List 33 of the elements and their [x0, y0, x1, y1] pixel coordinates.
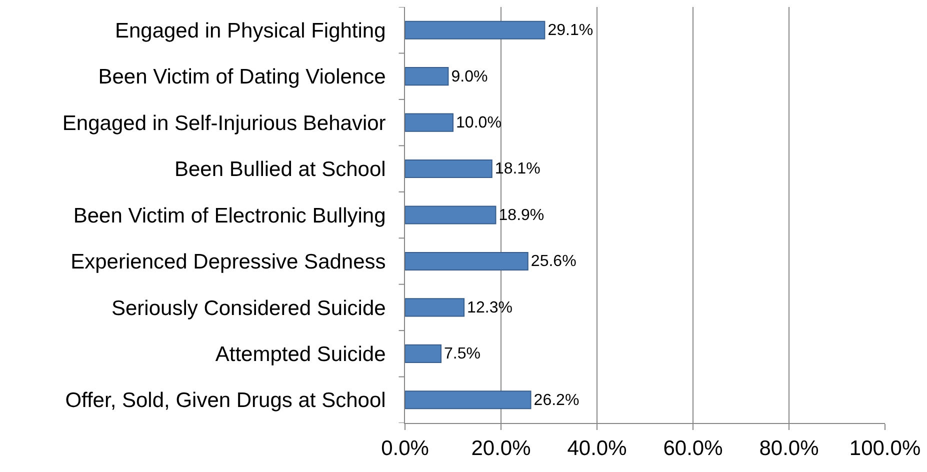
- data-label: 12.3%: [467, 298, 513, 316]
- x-tick-label: 60.0%: [663, 437, 723, 460]
- data-label: 25.6%: [530, 252, 576, 270]
- x-tick-label: 0.0%: [381, 437, 429, 460]
- y-tick-label: Seriously Considered Suicide: [111, 296, 386, 320]
- y-tick-label: Engaged in Physical Fighting: [114, 19, 386, 42]
- y-tick-label: Been Bullied at School: [174, 158, 386, 182]
- y-tick-label: Experienced Depressive Sadness: [70, 250, 386, 274]
- x-tick-label: 20.0%: [471, 437, 531, 460]
- bar: [405, 252, 528, 270]
- y-tick-label: Attempted Suicide: [215, 343, 386, 366]
- y-tick-label: Been Victim of Electronic Bullying: [73, 204, 386, 228]
- bar: [405, 390, 532, 410]
- bar: [405, 20, 546, 40]
- data-label: 18.1%: [494, 160, 540, 178]
- data-label: 18.9%: [498, 206, 544, 224]
- x-tick-label: 100.0%: [849, 437, 921, 460]
- x-tick-label: 80.0%: [759, 437, 819, 460]
- bar: [405, 67, 449, 86]
- data-label: 10.0%: [456, 114, 502, 132]
- x-tick-label: 40.0%: [567, 437, 627, 460]
- data-label: 7.5%: [444, 344, 481, 363]
- bar: [405, 298, 465, 317]
- bar: [405, 206, 496, 224]
- y-tick-label: Engaged in Self-Injurious Behavior: [62, 112, 386, 135]
- data-label: 29.1%: [548, 21, 594, 40]
- data-label: 26.2%: [534, 390, 580, 409]
- y-tick-label: Offer, Sold, Given Drugs at School: [65, 389, 386, 412]
- bar: [405, 113, 454, 132]
- data-label: 9.0%: [451, 67, 488, 86]
- y-tick-label: Been Victim of Dating Violence: [98, 66, 386, 89]
- bar: [405, 344, 442, 363]
- bar: [405, 160, 492, 178]
